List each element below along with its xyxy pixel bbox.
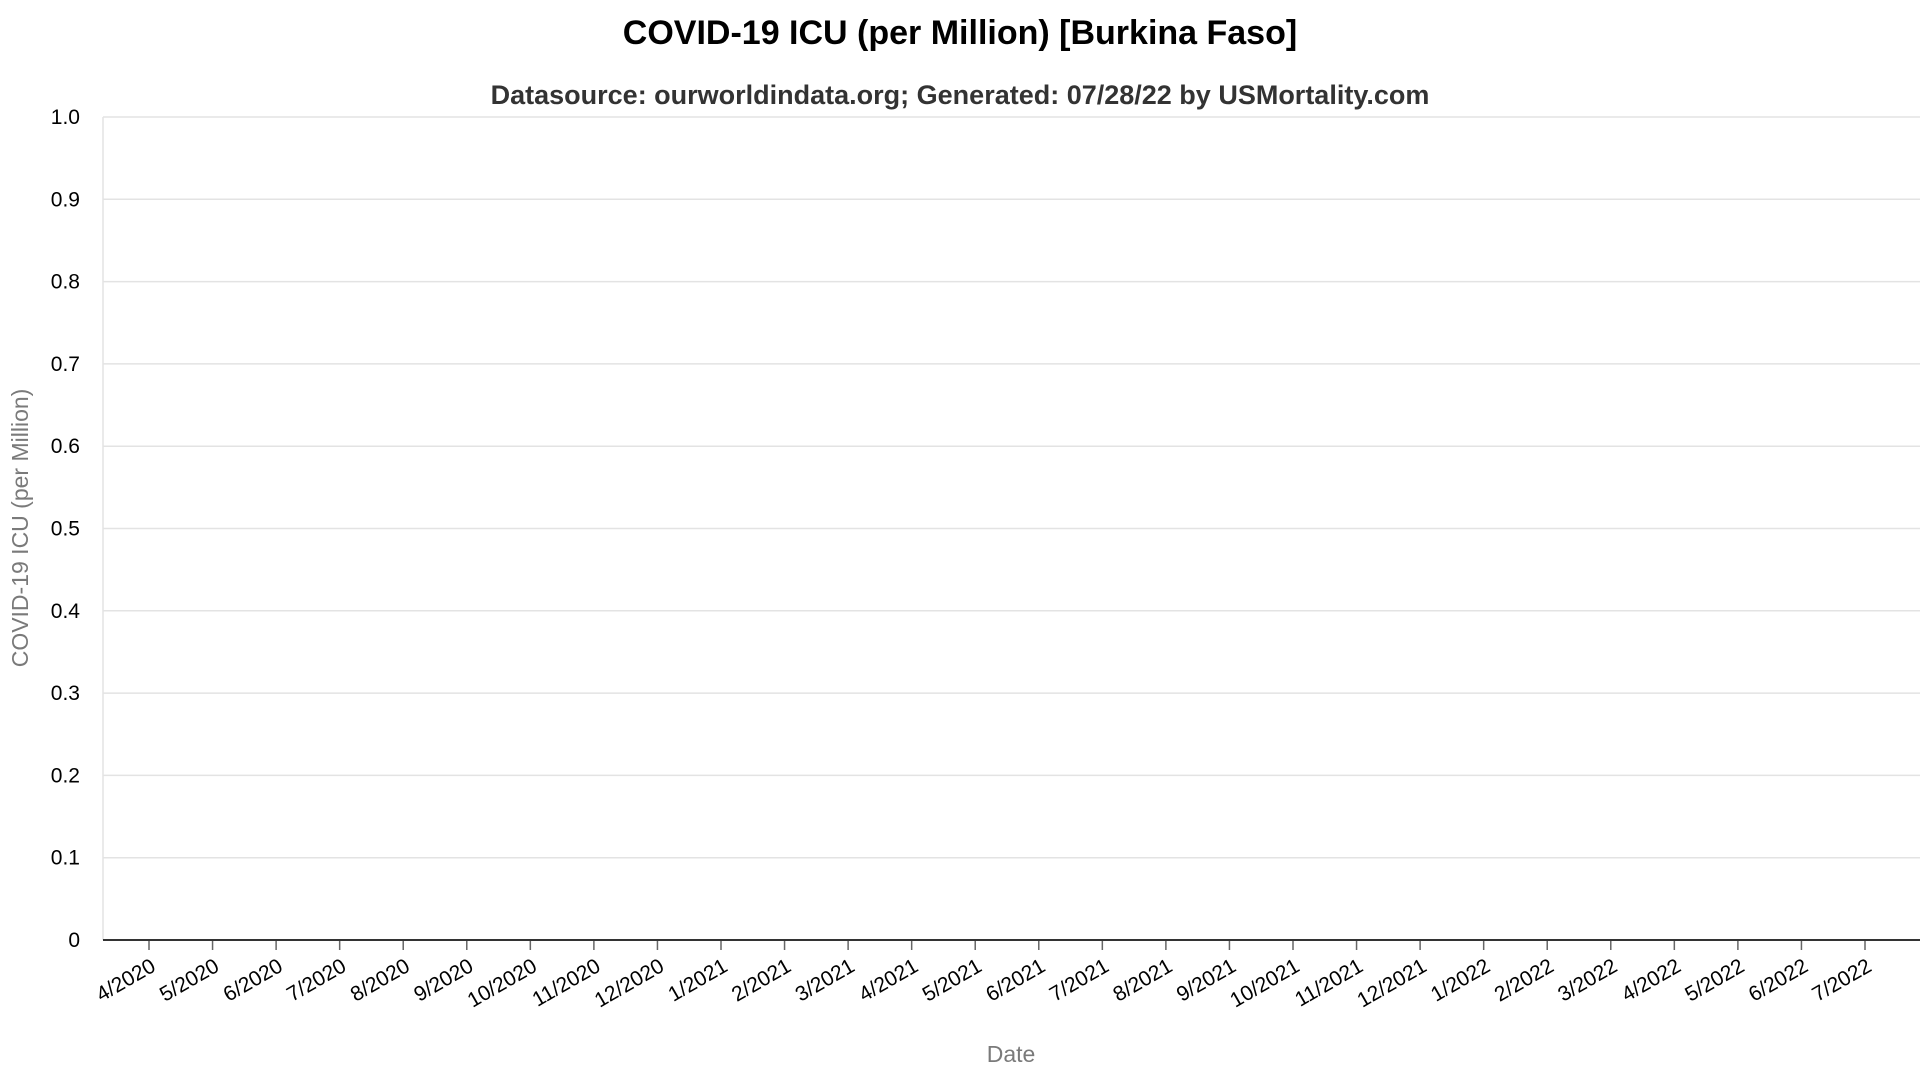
y-tick-label: 0.3 — [51, 682, 80, 705]
x-tick-label: 11/2020 — [528, 954, 604, 1011]
x-tick-label: 6/2020 — [219, 954, 286, 1006]
x-tick-label: 12/2021 — [1353, 954, 1430, 1012]
x-tick-label: 7/2021 — [1046, 954, 1113, 1006]
y-tick-label: 0 — [68, 929, 80, 952]
x-tick-label: 5/2022 — [1681, 954, 1748, 1006]
y-axis-label: COVID-19 ICU (per Million) — [7, 389, 33, 668]
x-tick-label: 8/2020 — [347, 954, 414, 1006]
x-tick-label: 4/2022 — [1618, 954, 1685, 1006]
x-tick-label: 10/2020 — [464, 954, 541, 1012]
y-tick-label: 0.4 — [51, 600, 81, 623]
x-tick-label: 6/2022 — [1745, 954, 1812, 1006]
chart-title: COVID-19 ICU (per Million) [Burkina Faso… — [622, 14, 1298, 52]
y-tick-label: 0.8 — [51, 271, 80, 294]
chart-subtitle: Datasource: ourworldindata.org; Generate… — [490, 80, 1430, 110]
gridlines — [103, 116, 1920, 859]
y-tick-label: 0.7 — [51, 353, 80, 376]
x-tick-label: 4/2021 — [855, 954, 922, 1006]
y-tick-label: 0.6 — [51, 435, 80, 458]
y-tick-label: 1.0 — [51, 106, 80, 129]
x-axis-label: Date — [987, 1041, 1036, 1067]
x-tick-label: 3/2022 — [1554, 954, 1621, 1006]
x-tick-label: 8/2021 — [1109, 954, 1176, 1006]
x-tick-label: 3/2021 — [791, 954, 858, 1006]
x-tick-label: 2/2022 — [1491, 954, 1558, 1006]
x-tick-label: 11/2021 — [1291, 954, 1367, 1011]
y-tick-label: 0.5 — [51, 518, 80, 541]
y-axis-ticks: 0 0.1 0.2 0.3 0.4 0.5 0.6 0.7 0.8 0.9 1.0 — [51, 106, 81, 952]
x-tick-label: 7/2022 — [1808, 954, 1875, 1006]
y-tick-label: 0.9 — [51, 188, 80, 211]
x-tick-label: 5/2020 — [156, 954, 223, 1006]
x-tick-label: 1/2021 — [664, 954, 731, 1006]
y-tick-label: 0.1 — [51, 847, 80, 870]
x-tick-label: 7/2020 — [283, 954, 350, 1006]
x-tick-label: 10/2021 — [1226, 954, 1303, 1012]
x-tick-label: 6/2021 — [982, 954, 1049, 1006]
y-tick-label: 0.2 — [51, 764, 80, 787]
x-tick-label: 2/2021 — [728, 954, 795, 1006]
x-tick-label: 5/2021 — [919, 954, 986, 1006]
x-tick-label: 1/2022 — [1427, 954, 1494, 1006]
x-tick-label: 4/2020 — [92, 954, 159, 1006]
x-tick-label: 12/2020 — [591, 954, 668, 1012]
x-axis-ticks: 4/20205/20206/20207/20208/20209/202010/2… — [92, 940, 1876, 1012]
